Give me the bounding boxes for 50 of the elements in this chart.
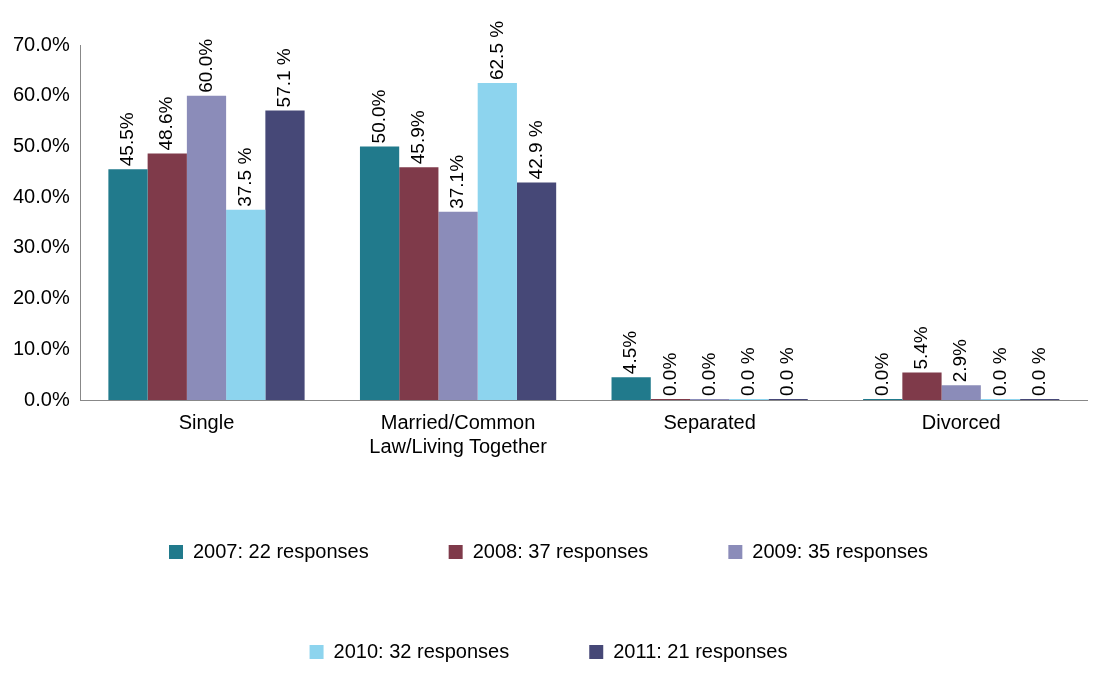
data-label: 0.0 % — [776, 347, 798, 396]
y-tick-label: 0.0% — [24, 387, 70, 410]
bar — [438, 211, 478, 400]
data-label: 0.0% — [658, 352, 680, 396]
bar — [477, 83, 517, 400]
x-tick-label: Married/Common Law/Living Together — [369, 410, 548, 457]
legend-label: 2010: 32 responses — [333, 639, 510, 662]
bar — [265, 110, 305, 400]
data-label: 42.9 % — [524, 120, 546, 180]
legend-label: 2011: 21 responses — [613, 639, 788, 662]
y-tick-label: 60.0% — [12, 83, 70, 106]
data-label: 45.9% — [407, 110, 429, 165]
bar — [147, 153, 187, 400]
y-tick-label: 20.0% — [12, 286, 70, 309]
data-label: 45.5% — [116, 112, 138, 167]
data-label: 62.5 % — [485, 20, 507, 81]
data-label: 48.6% — [155, 96, 177, 151]
legend-label: 2008: 37 responses — [472, 539, 649, 562]
data-label: 0.0% — [697, 352, 719, 396]
bar — [516, 182, 557, 400]
bar — [186, 95, 227, 400]
data-label: 0.0 % — [988, 347, 1010, 396]
data-label: 60.0% — [194, 38, 216, 93]
data-label: 57.1 % — [273, 48, 295, 108]
y-tick-label: 70.0% — [12, 32, 70, 55]
bar — [226, 209, 266, 400]
x-tick-label: Separated — [663, 410, 756, 433]
data-label: 50.0% — [367, 89, 389, 144]
data-label: 37.5 % — [233, 147, 255, 207]
data-label: 0.0 % — [1027, 347, 1049, 396]
data-label: 37.1% — [446, 154, 468, 209]
bar — [941, 385, 981, 400]
y-tick-label: 50.0% — [12, 133, 70, 156]
legend-label: 2007: 22 responses — [192, 539, 369, 562]
bar — [902, 372, 942, 400]
legend-label: 2009: 35 responses — [752, 539, 929, 562]
y-tick-label: 10.0% — [12, 336, 70, 359]
data-label: 4.5% — [619, 330, 641, 375]
bar — [359, 146, 400, 400]
x-tick-label: Single — [178, 410, 235, 433]
data-label: 0.0% — [870, 352, 892, 396]
bar — [399, 167, 439, 400]
bar — [108, 169, 148, 400]
x-tick-label: Divorced — [921, 410, 1001, 433]
y-tick-label: 30.0% — [12, 235, 70, 258]
data-label: 0.0 % — [737, 347, 759, 396]
y-tick-label: 40.0% — [12, 184, 70, 207]
data-label: 2.9% — [949, 338, 971, 383]
data-label: 5.4% — [910, 326, 932, 370]
bar — [611, 377, 651, 400]
